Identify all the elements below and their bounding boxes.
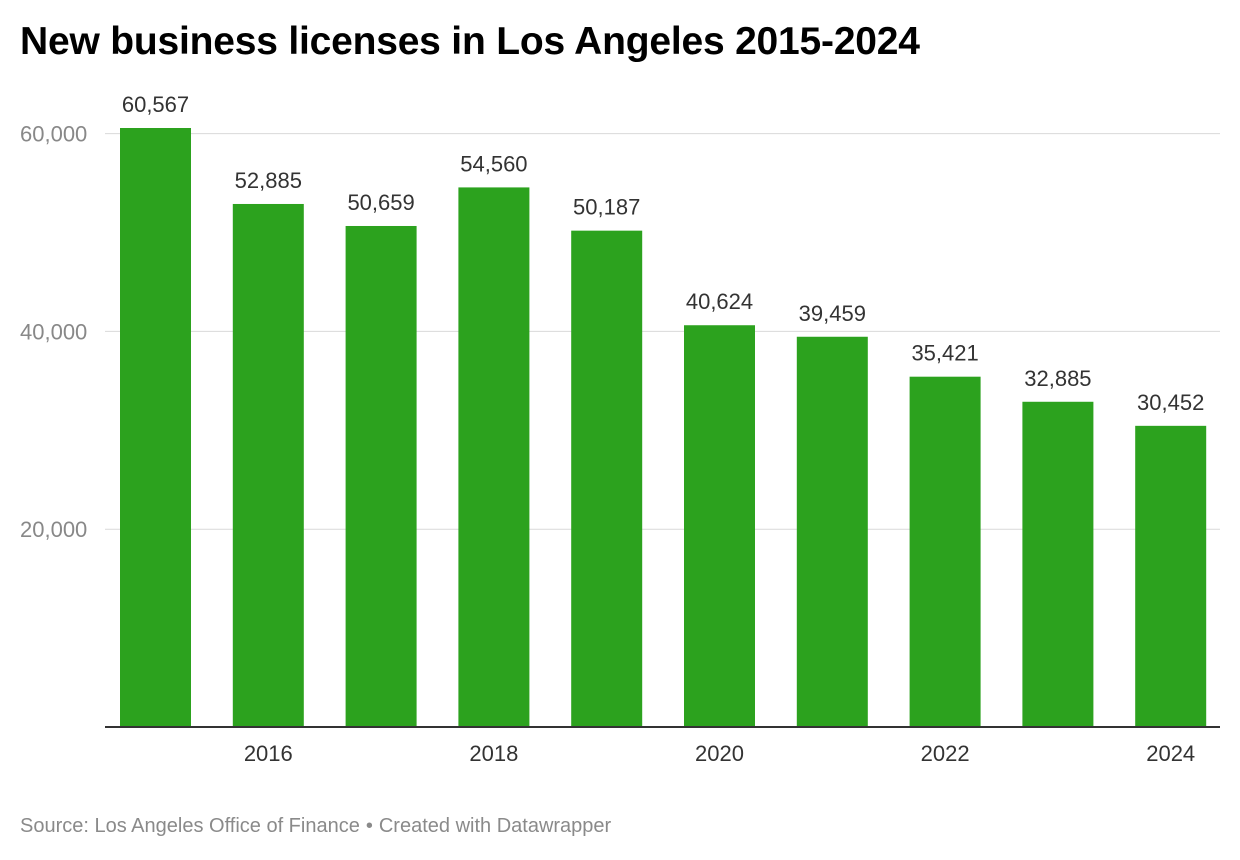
bar-2020 bbox=[684, 325, 755, 727]
bar-2019 bbox=[571, 230, 643, 727]
gridlines: 20,000 40,000 60,000 bbox=[20, 122, 1220, 542]
data-label-2017: 50,659 bbox=[347, 190, 414, 215]
bar-2024 bbox=[1135, 425, 1207, 727]
bars bbox=[120, 128, 1207, 728]
bar-2022 bbox=[909, 376, 981, 727]
y-tick-label: 60,000 bbox=[20, 122, 87, 147]
data-labels: 60,567 52,885 50,659 54,560 50,187 40,624 39,4… bbox=[122, 92, 1204, 415]
x-tick-label-2016: 2016 bbox=[244, 741, 293, 766]
x-tick-label-2022: 2022 bbox=[921, 741, 970, 766]
chart-footer: Source: Los Angeles Office of Finance • Cr… bbox=[20, 815, 611, 838]
x-tick-label-2024: 2024 bbox=[1146, 741, 1195, 766]
bar-2018 bbox=[458, 187, 530, 728]
y-tick-label: 40,000 bbox=[20, 319, 87, 344]
credit-note: Created with Datawrapper bbox=[378, 815, 612, 837]
data-label-2019: 50,187 bbox=[573, 195, 640, 220]
data-label-2015: 60,567 bbox=[122, 92, 189, 117]
footer-separator: • bbox=[365, 815, 373, 837]
data-label-2022: 35,421 bbox=[911, 341, 978, 366]
x-tick-label-2018: 2018 bbox=[469, 741, 518, 766]
data-label-2016: 52,885 bbox=[235, 168, 302, 193]
axes: 2016 2018 2020 2022 2024 bbox=[105, 726, 1220, 766]
bar-2015 bbox=[120, 128, 191, 727]
y-tick-label: 20,000 bbox=[20, 517, 87, 542]
data-label-2018: 54,560 bbox=[460, 151, 527, 176]
bar-2021 bbox=[796, 336, 868, 727]
data-label-2021: 39,459 bbox=[799, 301, 866, 326]
data-label-2020: 40,624 bbox=[686, 289, 753, 314]
data-label-2023: 32,885 bbox=[1024, 366, 1091, 391]
data-label-2024: 30,452 bbox=[1137, 390, 1204, 415]
bar-2016 bbox=[232, 203, 304, 728]
source-note: Source: Los Angeles Office of Finance bbox=[20, 815, 360, 837]
bar-2017 bbox=[345, 225, 417, 727]
x-tick-label-2020: 2020 bbox=[695, 741, 744, 766]
bar-2023 bbox=[1022, 401, 1094, 727]
chart-title: New business licenses in Los Angeles 201… bbox=[20, 20, 920, 63]
